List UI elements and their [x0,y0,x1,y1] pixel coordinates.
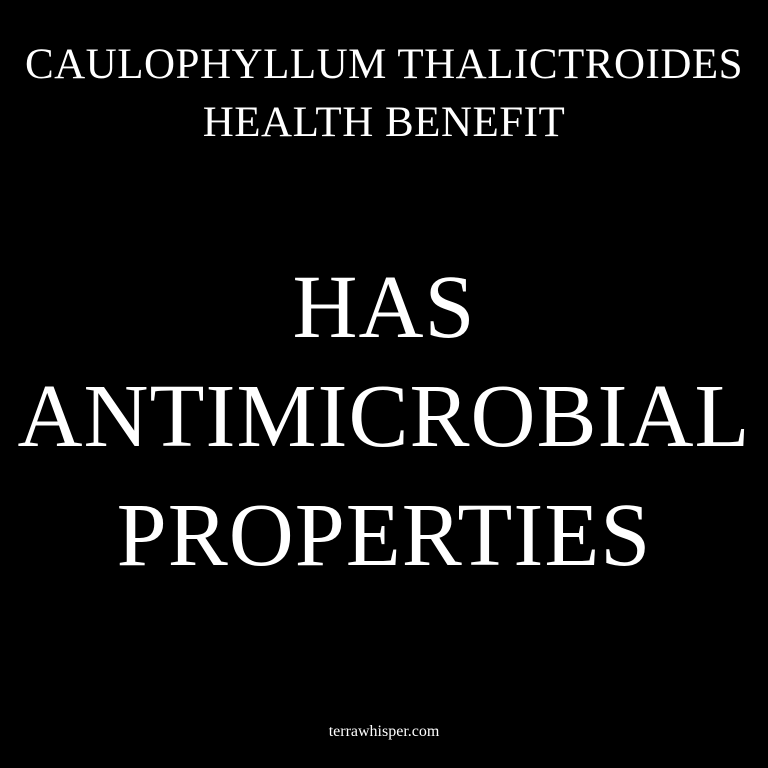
benefit-headline-line-2: ANTIMICROBIAL [17,367,751,466]
benefit-headline-line-3: PROPERTIES [116,486,652,585]
site-watermark: terrawhisper.com [328,723,440,740]
heading-subtitle: HEALTH BENEFIT [202,99,566,146]
benefit-headline-line-1: HAS [292,258,476,357]
plant-name-heading: CAULOPHYLLUM THALICTROIDES [24,41,744,88]
